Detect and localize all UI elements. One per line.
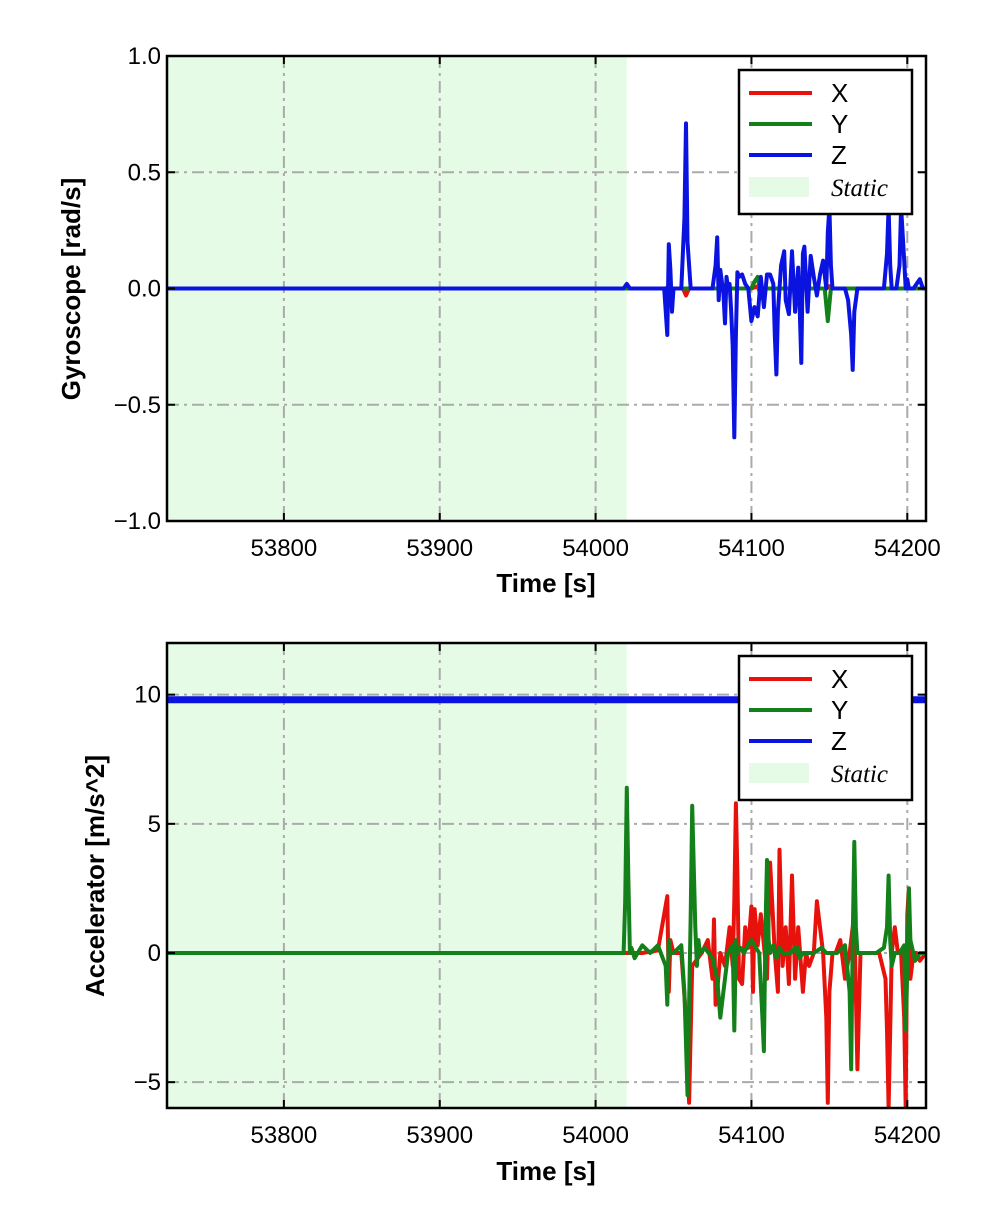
gyroscope-x-tick-label: 53800: [251, 535, 318, 562]
gyroscope-legend-z-label: Z: [831, 140, 847, 170]
gyroscope-y-axis-label: Gyroscope [rad/s]: [56, 178, 86, 401]
gyroscope-x-axis-label: Time [s]: [496, 568, 595, 598]
accelerator-x-tick-labels: 53800 53900 54000 54100 54200: [251, 1122, 941, 1149]
accelerator-legend-z-label: Z: [831, 726, 847, 756]
gyroscope-legend-static-swatch: [749, 177, 809, 197]
accelerator-y-axis-label: Accelerator [m/s^2]: [80, 755, 110, 997]
accelerator-y-tick-labels: −5 0 5 10: [134, 682, 161, 1096]
gyroscope-ticks: [167, 55, 926, 522]
accelerator-legend-static-swatch: [749, 763, 809, 783]
gyroscope-x-tick-label: 54000: [562, 535, 629, 562]
accelerator-legend-y-label: Y: [831, 695, 848, 725]
accelerator-series-y-line: [167, 785, 926, 1098]
gyroscope-y-tick-label: −0.5: [114, 392, 161, 419]
gyroscope-y-tick-labels: −1.0 −0.5 0.0 0.5 1.0: [114, 43, 161, 535]
gyroscope-x-tick-label: 54100: [718, 535, 785, 562]
gyroscope-y-tick-label: −1.0: [114, 508, 161, 535]
gyroscope-legend-x-label: X: [831, 78, 848, 108]
gyroscope-y-tick-label: 0.0: [128, 276, 161, 303]
accelerator-y-tick-label: 10: [134, 682, 161, 709]
accelerator-chart: 53800 53900 54000 54100 54200 −5 0 5 10 Time [s…: [80, 641, 941, 1186]
accelerator-y-tick-label: 5: [148, 811, 161, 838]
accelerator-y-tick-label: −5: [134, 1069, 161, 1096]
gyroscope-chart: 53800 53900 54000 54100 54200 −1.0 −0.5 0.0 0.5…: [56, 43, 941, 598]
accelerator-legend-static-label: Static: [831, 761, 888, 788]
accelerator-x-tick-label: 54200: [874, 1122, 941, 1149]
accelerator-legend-x-label: X: [831, 664, 848, 694]
accelerator-static-region: [167, 643, 627, 1108]
accelerator-x-tick-label: 54000: [562, 1122, 629, 1149]
gyroscope-y-tick-label: 1.0: [128, 43, 161, 70]
gyroscope-legend: X Y Z Static: [737, 68, 914, 216]
accelerator-legend: X Y Z Static: [737, 654, 914, 802]
gyroscope-x-tick-label: 54200: [874, 535, 941, 562]
gyroscope-legend-y-label: Y: [831, 109, 848, 139]
accelerator-x-axis-label: Time [s]: [496, 1156, 595, 1186]
accelerator-x-tick-label: 53900: [406, 1122, 473, 1149]
accelerator-plot-frame: [165, 641, 928, 1110]
accelerator-x-tick-label: 53800: [251, 1122, 318, 1149]
gyroscope-y-tick-label: 0.5: [128, 159, 161, 186]
accelerator-x-tick-label: 54100: [718, 1122, 785, 1149]
accelerator-ticks: [167, 643, 926, 1108]
gyroscope-legend-static-label: Static: [831, 175, 888, 202]
gyroscope-x-tick-labels: 53800 53900 54000 54100 54200: [251, 535, 941, 562]
gyroscope-x-tick-label: 53900: [406, 535, 473, 562]
accelerator-series-x-line: [167, 801, 926, 1108]
accelerator-y-tick-label: 0: [148, 940, 161, 967]
